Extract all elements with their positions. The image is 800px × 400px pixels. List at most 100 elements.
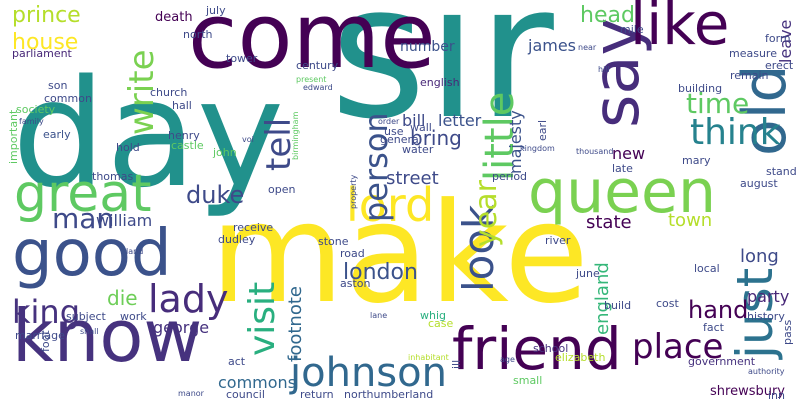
- cloud-word: manor: [178, 389, 204, 398]
- cloud-word: man: [52, 202, 115, 235]
- cloud-word: edward: [303, 83, 333, 92]
- cloud-word: land: [126, 247, 144, 256]
- cloud-word: whig: [420, 309, 447, 322]
- cloud-word: footnote: [285, 286, 306, 362]
- cloud-word: number: [400, 39, 455, 55]
- cloud-word: use: [384, 125, 404, 138]
- cloud-word: know: [12, 294, 203, 378]
- cloud-word: lord: [346, 178, 435, 232]
- cloud-word: english: [420, 76, 460, 89]
- cloud-word: birmingham: [291, 111, 300, 160]
- cloud-word: lady: [148, 277, 229, 321]
- cloud-word: george: [153, 318, 210, 337]
- cloud-word: century: [296, 59, 339, 72]
- cloud-word: place: [632, 327, 724, 367]
- cloud-word: school: [533, 342, 569, 355]
- cloud-word: majesty: [506, 110, 525, 174]
- cloud-word: elizabeth: [555, 351, 606, 364]
- cloud-word: sir: [330, 0, 554, 160]
- cloud-word: road: [340, 247, 365, 260]
- cloud-word: great: [14, 164, 152, 224]
- cloud-word: london: [343, 260, 418, 285]
- cloud-word: think: [690, 112, 781, 153]
- cloud-word: hill: [598, 65, 610, 74]
- cloud-word: kingdom: [520, 144, 555, 153]
- cloud-word: present: [296, 75, 327, 84]
- cloud-word: august: [740, 177, 778, 190]
- cloud-word: general: [380, 133, 422, 146]
- cloud-word: church: [150, 86, 188, 99]
- cloud-word: july: [206, 4, 226, 17]
- cloud-word: john: [213, 146, 237, 159]
- cloud-word: come: [188, 0, 436, 89]
- cloud-word: hold: [116, 141, 140, 154]
- cloud-word: property: [349, 174, 358, 209]
- cloud-word: build: [604, 299, 632, 312]
- cloud-word: foot: [39, 330, 52, 352]
- cloud-word: marriage: [15, 329, 65, 342]
- cloud-word: north: [183, 28, 213, 41]
- cloud-word: death: [155, 10, 193, 25]
- cloud-word: castle: [171, 139, 204, 152]
- cloud-word: thomas: [92, 170, 134, 183]
- cloud-word: head: [580, 3, 635, 28]
- cloud-word: stand: [766, 165, 797, 178]
- cloud-word: day: [12, 48, 285, 220]
- cloud-word: ill: [450, 359, 463, 369]
- cloud-word: aston: [340, 277, 371, 290]
- cloud-word: subject: [66, 310, 106, 323]
- cloud-word: letter: [438, 111, 482, 130]
- cloud-word: history: [747, 310, 785, 323]
- cloud-word: house: [12, 30, 79, 55]
- cloud-word: near: [578, 43, 597, 52]
- cloud-word: river: [545, 234, 571, 247]
- cloud-word: time: [686, 87, 750, 120]
- cloud-word: johnson: [290, 350, 447, 396]
- cloud-word: make: [210, 173, 589, 334]
- cloud-word: new: [612, 144, 646, 163]
- cloud-word: age: [500, 355, 515, 364]
- cloud-word: william: [96, 211, 153, 230]
- cloud-word: inhabitant: [408, 353, 449, 362]
- cloud-word: remain: [730, 69, 769, 82]
- cloud-word: earl: [536, 119, 549, 141]
- cloud-word: common: [44, 92, 92, 105]
- cloud-word: important: [7, 109, 20, 164]
- cloud-word: long: [740, 246, 779, 267]
- cloud-word: mile: [620, 23, 644, 36]
- cloud-word: erect: [765, 59, 794, 72]
- cloud-word: northumberland: [344, 388, 434, 400]
- cloud-word: state: [586, 212, 632, 233]
- cloud-word: hand: [688, 296, 749, 324]
- cloud-word: duke: [186, 181, 245, 209]
- cloud-word: bill: [402, 111, 426, 130]
- cloud-word: henry: [168, 129, 200, 142]
- cloud-word: form: [765, 32, 791, 45]
- cloud-word: stone: [318, 235, 349, 248]
- cloud-word: visit: [242, 281, 283, 356]
- cloud-word: shall: [80, 327, 99, 336]
- cloud-word: vol: [242, 135, 254, 144]
- cloud-word: thousand: [576, 147, 614, 156]
- cloud-word: family: [19, 117, 44, 126]
- cloud-word: council: [226, 388, 265, 400]
- cloud-word: building: [678, 82, 723, 95]
- cloud-word: late: [612, 162, 633, 175]
- cloud-word: like: [630, 0, 730, 58]
- cloud-word: hall: [172, 99, 192, 112]
- cloud-word: water: [402, 143, 434, 156]
- cloud-word: queen: [528, 157, 716, 227]
- cloud-word: town: [668, 210, 713, 231]
- cloud-word: son: [48, 79, 68, 92]
- cloud-word: parliament: [12, 47, 72, 60]
- cloud-word: inn: [768, 389, 785, 400]
- cloud-word: open: [268, 183, 296, 196]
- cloud-word: king: [12, 293, 81, 331]
- cloud-word: party: [747, 287, 790, 306]
- cloud-word: fact: [703, 321, 724, 334]
- cloud-word: society: [16, 103, 56, 116]
- cloud-word: authority: [748, 367, 785, 376]
- cloud-word: lane: [370, 311, 388, 320]
- cloud-word: period: [492, 170, 528, 183]
